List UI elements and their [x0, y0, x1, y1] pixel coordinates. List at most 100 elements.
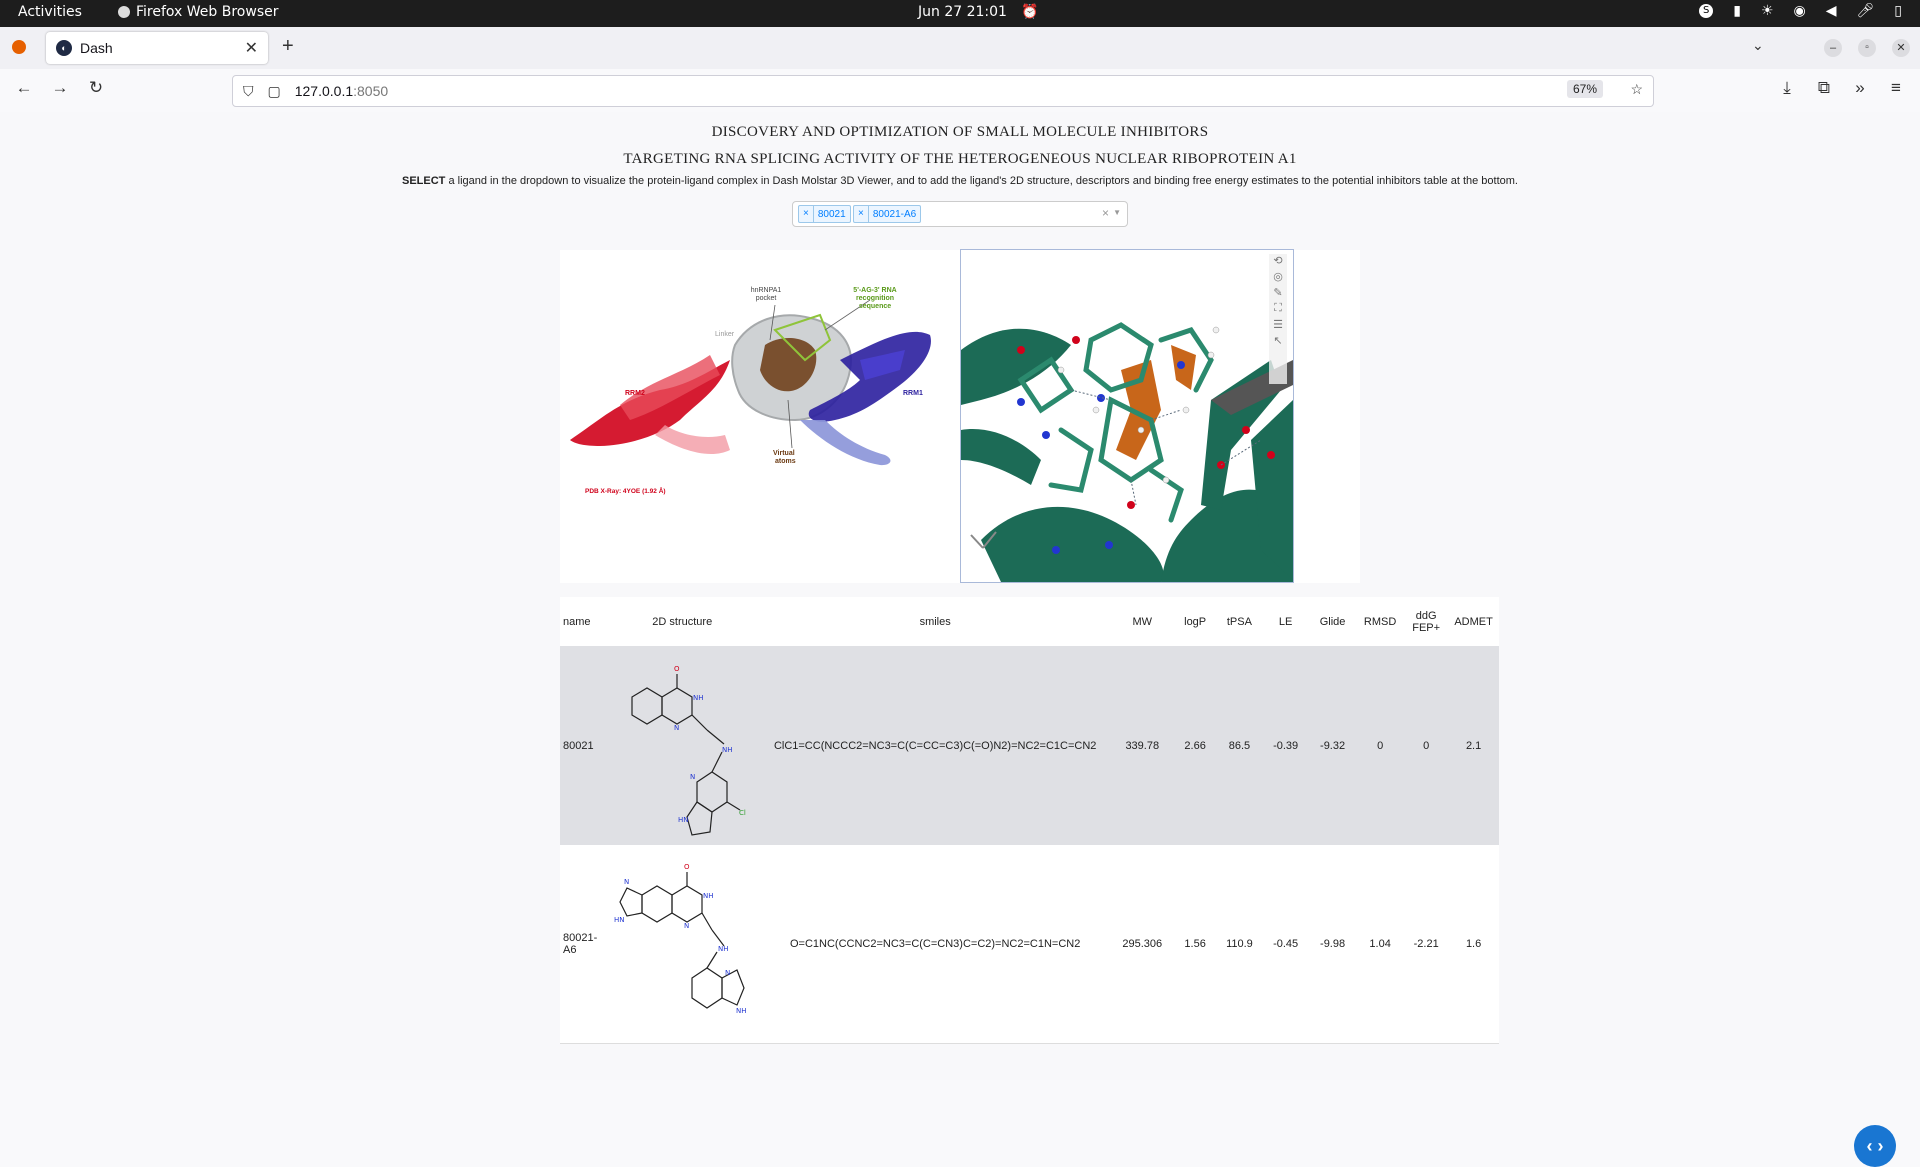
- clear-all-icon[interactable]: ×: [1101, 206, 1109, 220]
- label-virtual: Virtual: [773, 450, 795, 457]
- viewer-toolbar: ⟲ ◎ ✎ ⛶ ☰ ↖: [1269, 254, 1287, 384]
- col-header[interactable]: ADMET: [1448, 597, 1499, 646]
- col-header[interactable]: tPSA: [1216, 597, 1263, 646]
- col-header[interactable]: LE: [1262, 597, 1310, 646]
- structure-80021-a6: O NH N N HN NH N NH: [614, 863, 747, 1015]
- cell-mw: 295.306: [1110, 845, 1174, 1044]
- app-menu[interactable]: Firefox Web Browser: [118, 4, 279, 20]
- chip-label: 80021-A6: [872, 208, 917, 220]
- label-rna: 5'-AG-3' RNA: [853, 287, 896, 294]
- tab-dash[interactable]: ◐ Dash ✕: [46, 32, 268, 64]
- selection-icon[interactable]: ↖: [1273, 335, 1283, 347]
- dropdown-arrow-icon[interactable]: ▼: [1113, 208, 1121, 217]
- cell-2d-structure: O NH N N HN NH N NH: [605, 845, 760, 1044]
- svg-text:atoms: atoms: [775, 458, 796, 465]
- forward-icon[interactable]: →: [51, 78, 69, 97]
- nh-label: NH: [718, 945, 729, 953]
- expand-icon[interactable]: ⛶: [1274, 302, 1282, 314]
- n-label: N: [684, 922, 689, 930]
- molstar-3d-viewer[interactable]: ⟲ ◎ ✎ ⛶ ☰ ↖: [960, 249, 1294, 583]
- label-rrm2: RRM2: [625, 390, 645, 397]
- cell-ddg: -2.21: [1404, 845, 1449, 1044]
- inhibitors-table: name 2D structure smiles MW logP tPSA LE…: [560, 597, 1499, 1044]
- cell-2d-structure: O NH N NH N HN Cl: [605, 646, 760, 845]
- cell-glide: -9.98: [1309, 845, 1357, 1044]
- zoom-indicator[interactable]: 67%: [1566, 80, 1603, 98]
- cell-le: -0.39: [1262, 646, 1310, 845]
- chip-label: 80021: [817, 208, 846, 220]
- page-content: DISCOVERY AND OPTIMIZATION OF SMALL MOLE…: [0, 112, 1920, 1167]
- minimize-icon[interactable]: –: [1824, 39, 1842, 57]
- back-icon[interactable]: ←: [15, 78, 33, 97]
- cell-ddg: 0: [1404, 646, 1449, 845]
- chip-80021-a6: × 80021-A6: [853, 205, 922, 223]
- dash-favicon-icon: ◐: [56, 40, 72, 56]
- col-header[interactable]: MW: [1110, 597, 1174, 646]
- hn-label: HN: [678, 816, 689, 824]
- reset-view-icon[interactable]: ⟲: [1273, 255, 1283, 267]
- page-icon: ▢: [267, 82, 281, 99]
- bookmark-star-icon[interactable]: ☆: [1630, 81, 1643, 97]
- system-tray[interactable]: S ▮ ☀ ◉ ◀ 🎤︎ ▯: [1699, 3, 1902, 19]
- activities-button[interactable]: Activities: [18, 4, 82, 20]
- screenshot-icon[interactable]: ◎: [1273, 271, 1283, 283]
- brightness-icon[interactable]: ☀: [1760, 3, 1774, 19]
- oxygen-label: O: [684, 863, 690, 871]
- ligand-dropdown[interactable]: × 80021 × 80021-A6 × ▼: [792, 201, 1128, 227]
- col-header[interactable]: logP: [1173, 597, 1217, 646]
- col-header[interactable]: 2D structure: [605, 597, 760, 646]
- cell-smiles: O=C1NC(CCNC2=NC3=C(C=CN3)C=C2)=NC2=C1N=C…: [759, 845, 1111, 1044]
- instruction-bold: SELECT: [402, 175, 446, 187]
- col-header[interactable]: smiles: [759, 597, 1111, 646]
- molecule-3d-render: [961, 322, 1293, 582]
- clock[interactable]: Jun 27 21:01 ⏰: [918, 4, 1038, 20]
- overflow-icon[interactable]: »: [1855, 78, 1865, 97]
- volume-icon[interactable]: ◀: [1825, 3, 1837, 19]
- battery-icon[interactable]: ▯: [1894, 3, 1902, 19]
- label-pocket: hnRNPA1: [751, 287, 782, 294]
- cell-name: 80021-A6: [560, 845, 606, 1044]
- label-linker: Linker: [715, 331, 735, 338]
- tab-title: Dash: [80, 40, 113, 56]
- close-tab-icon[interactable]: ✕: [244, 40, 258, 57]
- cell-logp: 1.56: [1173, 845, 1217, 1044]
- system-top-bar: Activities Firefox Web Browser Jun 27 21…: [0, 0, 1920, 27]
- tab-bar: ◐ Dash ✕ + ⌄ – ▫ ✕: [0, 27, 1920, 69]
- settings-icon[interactable]: ☰: [1273, 319, 1283, 331]
- col-header[interactable]: Glide: [1309, 597, 1357, 646]
- mic-icon[interactable]: 🎤︎: [1856, 3, 1875, 19]
- skype-icon[interactable]: S: [1699, 4, 1714, 18]
- downloads-icon[interactable]: ⤓: [1783, 78, 1791, 97]
- app-name: Firefox Web Browser: [136, 4, 279, 20]
- oxygen-label: O: [674, 665, 680, 673]
- shield-icon[interactable]: ⛉: [243, 82, 254, 99]
- cell-rmsd: 0: [1356, 646, 1405, 845]
- col-header[interactable]: ddG FEP+: [1404, 597, 1449, 646]
- page-title-line1: DISCOVERY AND OPTIMIZATION OF SMALL MOLE…: [711, 124, 1209, 140]
- firefox-view-icon[interactable]: [12, 40, 26, 54]
- protein-figure: hnRNPA1 pocket 5'-AG-3' RNA recognition …: [570, 287, 931, 495]
- remove-chip-icon[interactable]: ×: [799, 206, 814, 222]
- remove-chip-icon[interactable]: ×: [854, 206, 869, 222]
- close-window-icon[interactable]: ✕: [1892, 39, 1910, 57]
- code-icon: ‹ ›: [1866, 1135, 1884, 1156]
- col-header[interactable]: name: [560, 597, 606, 646]
- wifi-icon[interactable]: ◉: [1793, 3, 1806, 19]
- table-row[interactable]: 80021-A6: [560, 845, 1499, 1044]
- dash-debug-button[interactable]: ‹ ›: [1854, 1125, 1896, 1167]
- menu-icon[interactable]: ≡: [1891, 78, 1901, 97]
- table-row[interactable]: 80021 O: [560, 646, 1499, 845]
- col-header[interactable]: RMSD: [1356, 597, 1405, 646]
- cell-tpsa: 110.9: [1216, 845, 1263, 1044]
- svg-text:sequence: sequence: [859, 303, 891, 310]
- svg-text:recognition: recognition: [856, 295, 894, 302]
- extensions-icon[interactable]: ⧉: [1817, 78, 1831, 97]
- new-tab-icon[interactable]: +: [282, 35, 294, 57]
- usb-icon[interactable]: ▮: [1733, 3, 1741, 19]
- controls-icon[interactable]: ✎: [1273, 287, 1283, 299]
- clock-text: Jun 27 21:01: [918, 4, 1007, 20]
- restore-icon[interactable]: ▫: [1858, 39, 1876, 57]
- reload-icon[interactable]: ↻: [88, 78, 104, 97]
- url-bar[interactable]: ⛉ ▢ 127.0.0.1:8050 67% ☆: [232, 75, 1654, 107]
- list-tabs-icon[interactable]: ⌄: [1752, 37, 1764, 53]
